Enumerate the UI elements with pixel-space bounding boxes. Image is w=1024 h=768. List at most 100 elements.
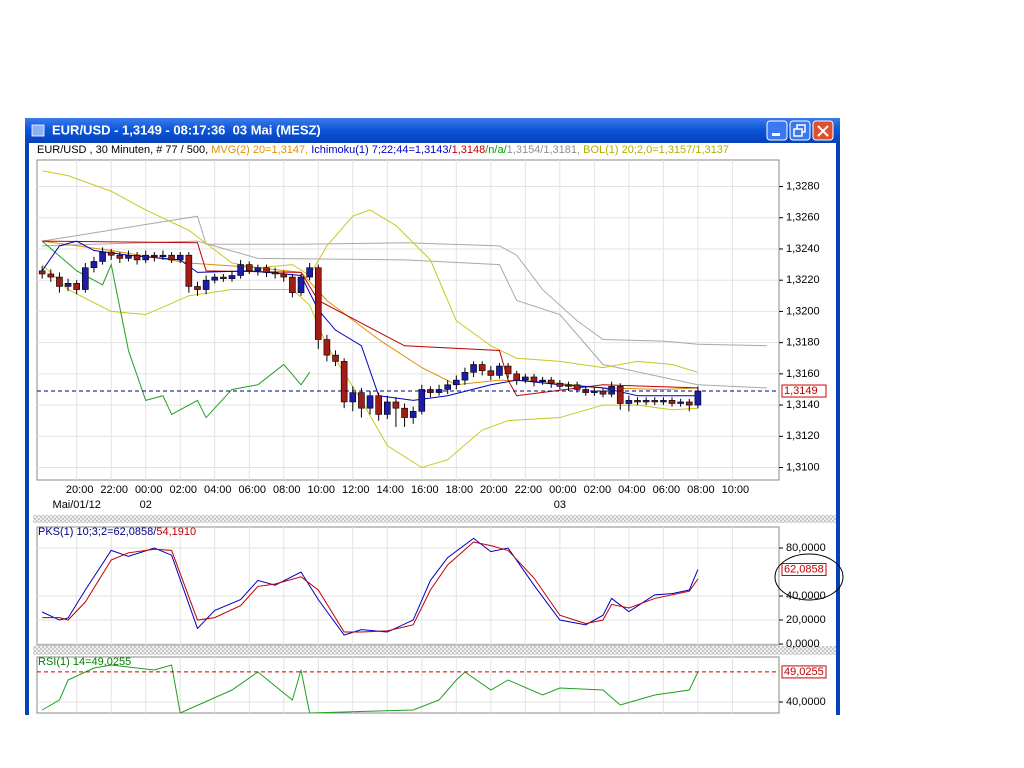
x-tick-label: 20:00: [480, 484, 508, 496]
candle-body: [263, 267, 270, 273]
x-tick-label: 02:00: [584, 484, 612, 496]
candle-body: [176, 254, 184, 261]
candle-body: [133, 254, 141, 261]
candle-body: [211, 276, 219, 281]
x-tick-label: 00:00: [549, 484, 577, 496]
candle-body: [496, 365, 503, 376]
plot-area: [36, 159, 780, 481]
candle-body: [90, 261, 98, 269]
candle-body: [340, 361, 348, 403]
panel-splitter[interactable]: [33, 515, 836, 523]
candle-body: [375, 395, 382, 415]
app-icon: [31, 124, 45, 137]
candle-body: [38, 270, 46, 275]
candle-body: [625, 400, 633, 404]
candle-body: [453, 379, 460, 386]
candle-body: [547, 379, 555, 384]
maximize-button[interactable]: [789, 120, 811, 141]
x-tick-label: 16:00: [411, 484, 439, 496]
candle-body: [599, 390, 607, 395]
candle-body: [254, 267, 262, 272]
x-tick-label: 22:00: [515, 484, 543, 496]
panel-splitter[interactable]: [33, 646, 836, 655]
window-title: EUR/USD - 1,3149 - 08:17:36 03 Mai (MESZ…: [52, 122, 321, 137]
legend-entry: BOL(1) 20;2,0=1,3157/1,3137: [583, 144, 729, 156]
legend: RSI(1) 14=49,0255: [38, 656, 131, 668]
legend-entry: RSI(1) 14=49,0255: [38, 656, 131, 668]
last-value-label: 49,0255: [784, 666, 824, 678]
y-tick-label: 1,3120: [786, 430, 820, 442]
plot-area: [36, 526, 780, 646]
candle-body: [685, 401, 693, 406]
candle-body: [314, 267, 322, 340]
legend-entry: EUR/USD , 30 Minuten, # 77 / 500,: [37, 144, 211, 156]
candle-body: [565, 384, 572, 387]
candle-body: [530, 376, 538, 382]
x-tick-label: 06:00: [238, 484, 266, 496]
x-tick-label: 20:00: [66, 484, 94, 496]
legend-entry: PKS(1) 10;3;2=62,0858/: [38, 526, 157, 538]
x-tick-label: 14:00: [377, 484, 405, 496]
x-tick-label: 02:00: [169, 484, 197, 496]
y-tick-label: 40,0000: [786, 590, 826, 602]
plot-clip: [37, 160, 779, 480]
legend-entry: MVG(2) 20=1,3147,: [211, 144, 311, 156]
legend-entry: 54,1910: [156, 526, 196, 538]
last-value-box: [781, 563, 827, 577]
candle-body: [513, 373, 521, 381]
legend-entry: /n/a/: [485, 144, 507, 156]
y-tick-label: 1,3180: [786, 337, 820, 349]
indicator-line: [41, 664, 699, 713]
candle-body: [677, 401, 684, 404]
candle-body: [392, 401, 400, 409]
candle-body: [461, 371, 469, 381]
candle-body: [409, 411, 417, 418]
x-tick-label: 04:00: [204, 484, 232, 496]
x-tick-label: 08:00: [687, 484, 715, 496]
candle-body: [522, 376, 529, 381]
indicator-line: [42, 170, 699, 373]
last-value-box: [781, 665, 827, 679]
x-tick-label: 06:00: [653, 484, 681, 496]
minimize-button[interactable]: [766, 120, 788, 141]
candle-body: [358, 392, 365, 409]
indicator-line: [41, 264, 698, 469]
candle-body: [470, 364, 477, 373]
y-tick-label: 1,3280: [786, 180, 820, 192]
candle-body: [56, 276, 63, 287]
candle-body: [487, 370, 495, 376]
candle-body: [82, 267, 89, 290]
candle-body: [573, 384, 581, 390]
y-tick-label: 1,3260: [786, 212, 820, 224]
indicator-line: [42, 240, 767, 389]
candle-body: [73, 283, 80, 290]
y-tick-label: 1,3220: [786, 274, 820, 286]
last-value-label: 62,0858: [784, 563, 824, 575]
candle-body: [297, 276, 305, 293]
annotation-circle: [774, 553, 844, 601]
close-button[interactable]: [812, 120, 834, 141]
legend: EUR/USD , 30 Minuten, # 77 / 500, MVG(2)…: [37, 144, 729, 156]
candle-body: [556, 382, 564, 387]
candle-body: [168, 254, 175, 261]
candle-body: [444, 384, 451, 390]
candle-body: [366, 395, 374, 409]
x-tick-label: 22:00: [100, 484, 128, 496]
candle-body: [694, 390, 702, 406]
y-tick-label: 1,3200: [786, 305, 820, 317]
last-value-label: 1,3149: [784, 385, 818, 397]
title-bar[interactable]: [25, 118, 840, 143]
candle-body: [504, 365, 512, 375]
candle-body: [64, 283, 72, 287]
x-tick-label: 10:00: [722, 484, 750, 496]
candle-body: [401, 407, 408, 418]
x-tick-label: 10:00: [308, 484, 336, 496]
candle-body: [159, 254, 167, 258]
y-tick-label: 0,0000: [786, 638, 820, 650]
candle-body: [634, 400, 641, 403]
date-label: 03: [554, 499, 566, 511]
candle-body: [383, 401, 391, 415]
candle-body: [116, 254, 124, 259]
candle-body: [237, 264, 244, 276]
